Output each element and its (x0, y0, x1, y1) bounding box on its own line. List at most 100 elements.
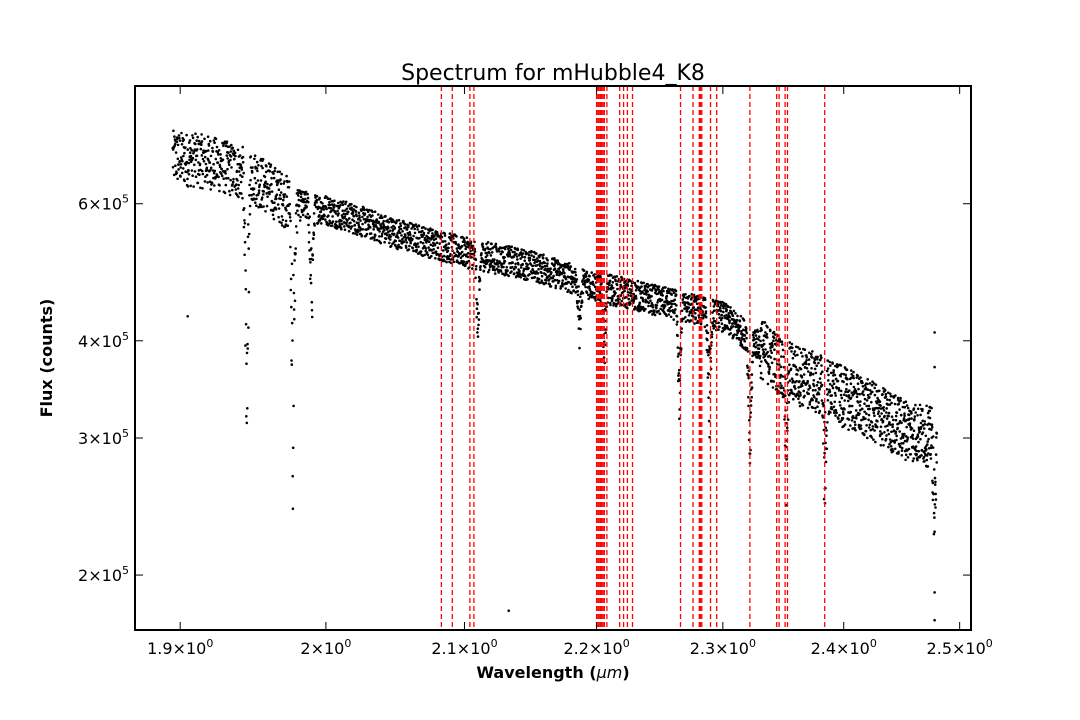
data-point (897, 450, 900, 454)
data-point (884, 425, 887, 428)
data-point (806, 379, 809, 383)
data-point (694, 300, 698, 303)
data-point (279, 182, 283, 186)
data-point (523, 255, 527, 259)
data-point (693, 322, 696, 325)
data-point (925, 448, 928, 451)
data-point (194, 175, 198, 178)
data-point (914, 445, 918, 448)
data-point (240, 192, 243, 195)
data-point (289, 288, 293, 292)
data-point (211, 150, 215, 153)
data-point (462, 253, 466, 256)
data-point (187, 169, 190, 172)
data-point (826, 399, 830, 402)
data-point (226, 176, 230, 180)
data-point (934, 506, 937, 509)
data-point (218, 184, 221, 187)
data-point (237, 170, 241, 173)
data-point (926, 440, 929, 443)
data-point (805, 359, 808, 362)
data-point (916, 414, 919, 417)
data-point (795, 379, 798, 383)
data-point (326, 197, 330, 200)
data-point (577, 300, 581, 303)
data-point (667, 287, 670, 291)
data-point (349, 227, 353, 230)
data-point (379, 224, 383, 228)
data-point (916, 407, 920, 411)
data-point (754, 341, 758, 344)
data-point (919, 425, 923, 429)
data-point (431, 251, 435, 255)
data-point (926, 411, 930, 415)
data-point (707, 349, 711, 352)
data-point (800, 376, 804, 379)
data-point (930, 428, 933, 431)
data-point (897, 421, 901, 425)
data-point (925, 404, 928, 408)
data-point (587, 293, 590, 297)
data-point (761, 352, 765, 356)
data-point (814, 406, 817, 410)
data-point (891, 447, 894, 451)
data-point (343, 225, 346, 228)
data-point (738, 319, 742, 323)
data-point (240, 166, 243, 169)
data-point (770, 351, 773, 355)
data-point (611, 281, 615, 284)
data-point (761, 348, 765, 351)
data-point (244, 287, 248, 291)
data-point (897, 402, 901, 406)
data-point (669, 315, 673, 319)
data-point (678, 379, 682, 382)
data-point (540, 279, 544, 283)
data-point (790, 377, 794, 381)
data-point (878, 415, 881, 418)
data-point (927, 452, 930, 455)
plot-frame (134, 85, 972, 631)
data-point (278, 170, 282, 174)
data-point (573, 277, 577, 281)
data-point (912, 429, 916, 433)
data-point (471, 263, 474, 267)
data-point (573, 267, 577, 271)
data-point (175, 171, 178, 175)
data-point (906, 438, 909, 441)
data-point (328, 219, 331, 223)
data-point (658, 312, 662, 316)
data-point (409, 233, 412, 236)
data-point (819, 354, 823, 357)
data-point (546, 262, 549, 265)
data-point (279, 191, 283, 194)
data-point (312, 231, 315, 234)
data-point (694, 316, 697, 320)
data-point (492, 265, 496, 269)
data-point (475, 297, 478, 301)
data-point (465, 261, 469, 265)
data-point (910, 412, 913, 415)
data-point (508, 262, 511, 265)
data-point (264, 170, 268, 174)
data-point (685, 305, 689, 309)
data-point (533, 259, 537, 262)
data-point (873, 429, 876, 432)
data-point (826, 421, 829, 424)
data-point (412, 234, 415, 238)
data-point (337, 212, 340, 215)
data-point (636, 279, 640, 283)
data-point (931, 498, 935, 502)
data-point (314, 205, 318, 209)
data-point (257, 189, 261, 192)
data-point (731, 314, 735, 318)
data-point (302, 191, 306, 194)
data-point (282, 195, 286, 199)
data-point (449, 253, 452, 256)
data-point (343, 215, 347, 218)
data-point (797, 397, 800, 401)
data-point (511, 261, 514, 265)
data-point (371, 210, 374, 214)
data-point (416, 242, 420, 245)
data-point (840, 396, 844, 400)
data-point (826, 359, 829, 362)
